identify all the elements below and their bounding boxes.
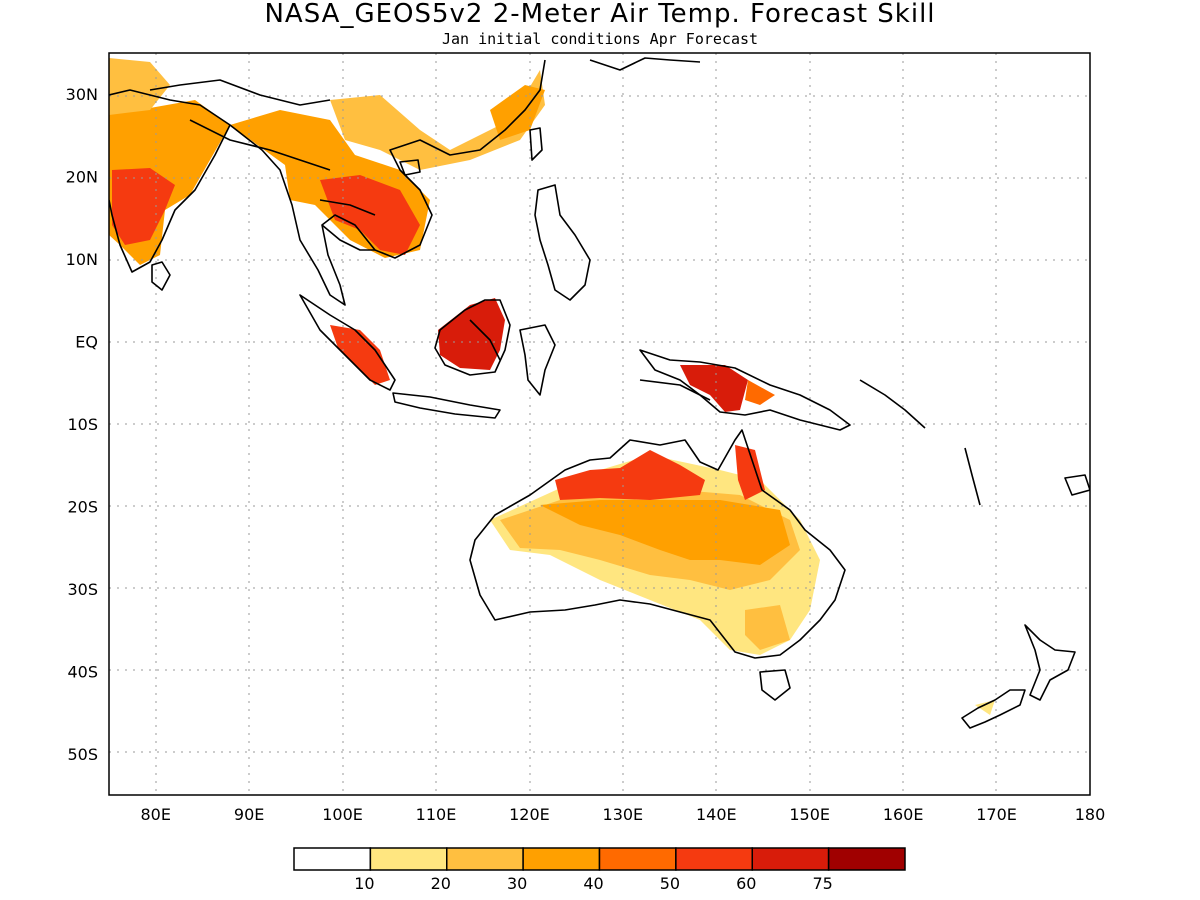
colorbar-label: 10 <box>354 874 374 893</box>
lon-tick-label: 170E <box>976 805 1017 824</box>
lon-tick-label: 110E <box>416 805 457 824</box>
coast-taiwan <box>529 127 543 161</box>
coast-java <box>392 392 501 419</box>
coast-borneo <box>434 299 511 376</box>
skill-area-cape-york <box>735 445 765 500</box>
colorbar-label: 60 <box>736 874 756 893</box>
longitude-tick-labels: 80E 90E 100E 110E 120E 130E 140E 150E 160E 170E 18… <box>140 805 1105 824</box>
lat-tick-label: EQ <box>75 333 98 352</box>
lon-tick-label: 120E <box>509 805 550 824</box>
lat-tick-label: 10N <box>66 250 98 269</box>
map-title: NASA_GEOS5v2 2-Meter Air Temp. Forecast … <box>264 0 935 29</box>
colorbar-swatch <box>369 847 448 871</box>
map-frame <box>108 52 1091 796</box>
colorbar-swatch <box>598 847 677 871</box>
coast-new-guinea <box>639 349 851 431</box>
colorbar-swatch <box>827 847 906 871</box>
coast-gulf-thailand <box>321 224 375 251</box>
colorbar-label: 40 <box>583 874 603 893</box>
colorbar-swatch <box>522 847 601 871</box>
borders <box>149 79 711 401</box>
skill-area-india-north <box>109 58 170 115</box>
skill-area-sumatra <box>330 325 390 385</box>
lat-tick-label: 40S <box>67 662 98 681</box>
coast-japan <box>589 57 701 71</box>
colorbar-swatch <box>675 847 753 871</box>
coast-sumatra <box>299 294 396 391</box>
skill-area-nsw <box>745 605 790 650</box>
coast-nz-north <box>1024 624 1076 701</box>
colorbar-label: 20 <box>431 874 451 893</box>
coast-nz-south <box>961 689 1026 729</box>
coast-sri-lanka <box>151 261 171 291</box>
skill-area-new-guinea <box>680 365 748 412</box>
map-subtitle: Jan initial conditions Apr Forecast <box>442 30 758 48</box>
skill-area-australia-north <box>555 450 705 500</box>
coast-australia <box>469 429 846 659</box>
colorbar-label: 30 <box>507 874 527 893</box>
skill-area-india-core <box>112 168 175 245</box>
lon-tick-label: 140E <box>696 805 737 824</box>
colorbar-swatch <box>751 847 830 871</box>
graticule <box>109 53 1090 795</box>
coastlines <box>109 57 1090 729</box>
lon-tick-label: 80E <box>140 805 170 824</box>
coast-philippines <box>534 184 591 301</box>
lat-tick-label: 30S <box>67 580 98 599</box>
coast-vanuatu <box>964 447 981 506</box>
lat-tick-label: 20N <box>66 168 98 187</box>
coast-hainan <box>399 159 421 176</box>
colorbar: 10 20 30 40 50 60 75 <box>293 847 906 893</box>
coast-sulawesi <box>519 324 556 396</box>
lon-tick-label: 160E <box>883 805 924 824</box>
colorbar-swatch <box>446 847 524 871</box>
skill-area-new-guinea-east <box>745 380 775 405</box>
skill-area-indochina-core <box>320 175 420 255</box>
coast-tasmania <box>759 669 791 701</box>
coast-india <box>109 89 231 273</box>
lat-tick-label: 30N <box>66 85 98 104</box>
colorbar-label: 50 <box>660 874 680 893</box>
coast-solomons <box>859 379 926 429</box>
skill-area-borneo <box>438 298 505 370</box>
lon-tick-label: 150E <box>789 805 830 824</box>
skill-area-south-china <box>330 70 545 170</box>
coast-fiji <box>1064 474 1090 496</box>
lon-tick-label: 90E <box>234 805 264 824</box>
lat-tick-label: 20S <box>67 497 98 516</box>
latitude-tick-labels: 30N 20N 10N EQ 10S 20S 30S 40S 50S <box>66 85 98 764</box>
lat-tick-label: 50S <box>67 745 98 764</box>
skill-area-australia-orange <box>540 500 790 565</box>
colorbar-swatch <box>293 847 372 871</box>
skill-shading <box>109 58 995 715</box>
skill-area-nz-south <box>975 700 995 715</box>
lon-tick-label: 130E <box>603 805 644 824</box>
colorbar-label: 75 <box>812 874 832 893</box>
skill-area-east-china <box>490 85 545 140</box>
lat-tick-label: 10S <box>67 415 98 434</box>
lon-tick-label: 180 <box>1075 805 1106 824</box>
lon-tick-label: 100E <box>322 805 363 824</box>
